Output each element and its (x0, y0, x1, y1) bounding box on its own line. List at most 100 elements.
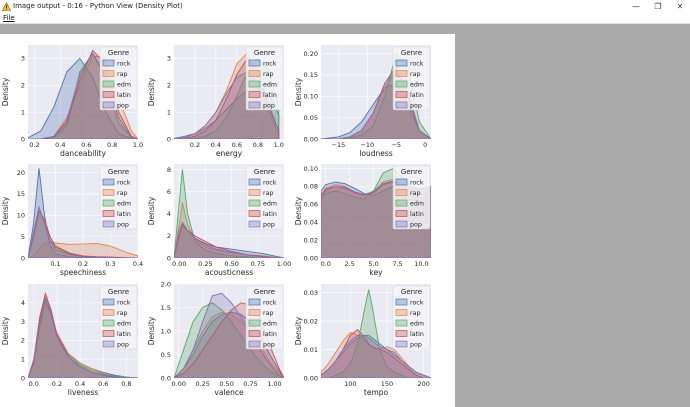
legend-swatch-rock (102, 59, 115, 67)
minimize-button[interactable]: — (632, 2, 640, 11)
y-tick-label: 3 (167, 55, 171, 63)
legend-label-pop: pop (410, 342, 422, 349)
legend-label-edm: edm (263, 201, 277, 208)
legend-label-rock: rock (410, 300, 424, 307)
legend-label-latin: latin (263, 92, 277, 99)
legend-label-edm: edm (117, 321, 131, 328)
legend: Genre rock rap edm latin pop (245, 46, 284, 111)
legend-title: Genre (401, 168, 422, 176)
legend-label-pop: pop (117, 103, 129, 110)
legend-label-edm: edm (410, 321, 424, 328)
legend-swatch-pop (395, 220, 408, 228)
y-tick-label: 0.08 (304, 183, 318, 191)
x-axis-label: speechiness (60, 268, 106, 277)
x-tick-label: 1.0 (274, 141, 284, 149)
close-button[interactable]: ✕ (676, 2, 684, 11)
legend-swatch-edm (248, 199, 261, 207)
y-tick-label: 6 (167, 188, 171, 196)
legend-swatch-pop (395, 101, 408, 109)
legend-label-rock: rock (117, 61, 131, 68)
x-tick-label: 0.75 (243, 380, 257, 388)
y-tick-label: 0.15 (304, 71, 318, 79)
legend-swatch-pop (102, 340, 115, 348)
legend-swatch-rock (248, 59, 261, 67)
y-tick-label: 2 (167, 232, 171, 240)
density-area-pop (174, 292, 284, 378)
y-tick-label: 5 (21, 233, 25, 241)
legend: Genre rock rap edm latin pop (99, 46, 138, 111)
y-tick-label: 4 (21, 299, 25, 307)
legend-label-pop: pop (117, 222, 129, 229)
density-area-rock (174, 311, 284, 378)
legend-label-latin: latin (410, 211, 424, 218)
legend-swatch-rap (102, 189, 115, 196)
x-tick-label: 0.8 (121, 380, 131, 388)
x-tick-label: 10.0 (414, 260, 428, 268)
x-tick-label: 0.2 (78, 260, 88, 268)
legend-swatch-latin (102, 91, 115, 98)
legend-label-rock: rock (410, 61, 424, 68)
y-tick-label: 0.10 (304, 165, 318, 173)
y-tick-label: 3 (21, 318, 25, 326)
legend-label-rap: rap (117, 190, 127, 197)
y-tick-label: 0.0 (161, 374, 171, 382)
density-panel-valence: 0.00 0.25 0.50 0.75 1.00 0.0 0.5 1.0 1.5 2.0 valen… (147, 280, 284, 397)
legend-label-pop: pop (263, 103, 275, 110)
x-axis-label: tempo (364, 388, 389, 397)
x-tick-label: 0.0 (321, 260, 331, 268)
y-tick-label: 8 (167, 166, 171, 174)
legend-swatch-edm (102, 199, 115, 207)
legend-swatch-latin (102, 330, 115, 337)
x-tick-label: 1.00 (277, 260, 291, 268)
density-area-edm (321, 289, 431, 378)
x-axis-label: acousticness (205, 268, 253, 277)
legend: Genre rock rap edm latin pop (99, 285, 138, 350)
legend-swatch-rock (248, 178, 261, 186)
x-tick-label: 0.25 (195, 380, 209, 388)
y-tick-label: 0 (167, 135, 171, 143)
legend-swatch-edm (395, 319, 408, 327)
legend-label-edm: edm (410, 201, 424, 208)
legend-title: Genre (401, 288, 422, 296)
y-tick-label: 0 (21, 135, 25, 143)
legend-swatch-pop (248, 101, 261, 109)
y-axis-label: Density (294, 316, 303, 345)
y-tick-label: 20 (17, 169, 25, 177)
legend-swatch-rap (395, 189, 408, 196)
legend-swatch-edm (248, 319, 261, 327)
y-axis-label: Density (294, 77, 303, 106)
x-axis-label: valence (214, 388, 244, 397)
legend-label-rap: rap (410, 71, 420, 78)
density-area-rap (174, 311, 284, 378)
density-panel-energy: 0.2 0.4 0.6 0.8 1.0 0 1 2 3 energy Density Genre roc… (147, 45, 284, 158)
x-tick-label: 0.6 (98, 380, 108, 388)
y-tick-label: 0 (21, 374, 25, 382)
maximize-button[interactable]: ❐ (654, 2, 662, 11)
y-tick-label: 0.10 (304, 93, 318, 101)
y-tick-label: 0 (21, 254, 25, 262)
y-tick-label: 4 (167, 210, 171, 218)
density-panel-key: 0.0 2.5 5.0 7.5 10.0 0.00 0.02 0.04 0.06 0.08 0.10… (294, 164, 431, 277)
legend-label-edm: edm (263, 82, 277, 89)
legend-swatch-rock (395, 298, 408, 306)
legend-label-pop: pop (263, 222, 275, 229)
x-tick-label: 0.50 (219, 380, 233, 388)
y-tick-label: 0.03 (304, 289, 318, 297)
legend-label-edm: edm (410, 82, 424, 89)
x-tick-label: 0.75 (251, 260, 265, 268)
x-tick-label: −15 (332, 141, 346, 149)
legend-box (392, 165, 431, 230)
density-series-group (174, 169, 284, 258)
legend-swatch-rap (395, 70, 408, 77)
density-area-rap (174, 202, 284, 258)
legend-label-rock: rock (117, 300, 131, 307)
density-area-pop (28, 297, 138, 378)
legend-box (99, 165, 138, 230)
legend-title: Genre (254, 288, 275, 296)
legend-swatch-rock (102, 298, 115, 306)
legend-label-rap: rap (410, 310, 420, 317)
legend-swatch-edm (102, 319, 115, 327)
menu-file[interactable]: File (3, 14, 15, 22)
density-series-group (28, 291, 138, 378)
y-axis-label: Density (1, 196, 10, 225)
